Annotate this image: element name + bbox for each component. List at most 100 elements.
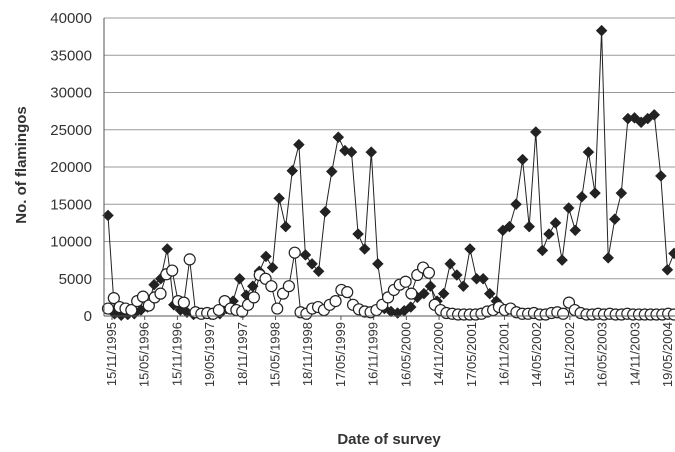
diamond-point xyxy=(371,257,384,270)
x-tick-label: 14/11/2003 xyxy=(627,322,642,386)
diamond-point xyxy=(279,220,292,233)
y-tick-label: 5000 xyxy=(59,271,92,288)
y-tick-label: 40000 xyxy=(50,10,92,27)
circle-point xyxy=(557,307,570,320)
diamond-point xyxy=(293,138,305,151)
diamond-point xyxy=(516,153,529,166)
circle-point xyxy=(399,275,412,288)
circle-point xyxy=(329,295,342,308)
circle-point xyxy=(136,290,150,303)
x-tick-label: 17/05/2001 xyxy=(464,322,479,387)
x-axis-title: Date of survey xyxy=(337,431,441,448)
diamond-point xyxy=(549,217,562,229)
diamond-point xyxy=(161,243,174,255)
circle-point xyxy=(154,287,167,300)
x-tick-label: 15/05/1998 xyxy=(268,322,283,387)
x-tick-label: 16/05/2003 xyxy=(595,322,610,387)
diamond-point xyxy=(510,198,522,211)
x-tick-label: 14/05/2002 xyxy=(529,322,544,387)
diamond-point xyxy=(556,254,568,266)
circle-point xyxy=(265,280,278,293)
diamond-point xyxy=(654,170,667,182)
diamond-point xyxy=(529,126,542,138)
y-tick-label: 15000 xyxy=(50,196,92,213)
x-tick-label: 19/05/1997 xyxy=(202,322,217,387)
diamond-point xyxy=(365,146,378,158)
circle-point xyxy=(142,299,155,312)
diamond-point xyxy=(536,244,549,257)
y-tick-label: 10000 xyxy=(50,234,92,251)
diamond-point xyxy=(404,301,417,313)
diamond-point xyxy=(503,220,516,233)
diamond-point xyxy=(306,257,318,270)
diamond-point xyxy=(523,220,536,233)
x-tick-label: 16/05/2000 xyxy=(398,322,413,387)
diamond-point xyxy=(319,205,332,218)
circle-point xyxy=(247,291,260,304)
y-tick-label: 0 xyxy=(84,308,92,325)
circle-point xyxy=(422,266,436,279)
diamond-point xyxy=(648,108,661,121)
diamond-point xyxy=(661,263,674,276)
y-tick-labels: 0 5000 10000 15000 20000 25000 30000 35000 40000 xyxy=(50,10,92,325)
circle-point xyxy=(177,296,190,309)
diamond-point xyxy=(299,249,312,261)
diamond-point xyxy=(325,165,338,178)
diamond-point xyxy=(562,202,575,214)
y-tick-label: 35000 xyxy=(50,47,92,64)
diamond-point xyxy=(477,272,489,285)
y-tick-label: 25000 xyxy=(50,122,92,139)
diamond-point xyxy=(582,146,595,158)
diamond-point xyxy=(260,250,272,263)
circle-point xyxy=(341,286,354,299)
diamond-point xyxy=(345,146,358,158)
diamond-point xyxy=(457,280,470,293)
diamond-point xyxy=(589,187,601,199)
circle-point xyxy=(183,253,196,266)
diamond-point xyxy=(450,269,463,281)
diamond-point xyxy=(273,192,285,205)
x-tick-label: 18/11/1997 xyxy=(235,322,250,386)
x-tick-label: 15/11/2002 xyxy=(562,322,577,386)
series-line-1 xyxy=(107,30,675,316)
diamond-point xyxy=(437,287,450,300)
x-tick-label: 17/05/1999 xyxy=(333,322,348,387)
circle-point xyxy=(282,280,295,293)
diamond-point xyxy=(569,224,582,237)
circle-point xyxy=(166,264,179,277)
diamond-point xyxy=(148,278,160,291)
diamond-point xyxy=(668,247,675,260)
diamond-point xyxy=(312,265,325,278)
y-tick-label: 20000 xyxy=(50,159,92,176)
x-tick-label: 16/11/1999 xyxy=(366,322,381,386)
x-tick-labels: 15/11/1995 15/05/1996 15/11/1996 19/05/1997… xyxy=(104,316,675,387)
diamond-point xyxy=(595,24,608,37)
circle-point xyxy=(101,302,115,315)
diamond-point xyxy=(352,228,364,240)
x-tick-label: 18/11/1998 xyxy=(300,322,315,386)
diamond-point xyxy=(608,213,621,226)
diamond-point xyxy=(483,287,496,300)
circle-point xyxy=(288,246,301,259)
circle-point xyxy=(405,287,418,300)
diamond-point xyxy=(444,257,457,270)
diamond-point xyxy=(418,287,430,300)
circle-point xyxy=(271,302,284,315)
gridlines xyxy=(104,17,675,317)
circle-point xyxy=(667,308,675,321)
x-tick-label: 15/11/1995 xyxy=(104,322,119,386)
diamond-point xyxy=(464,243,476,255)
diamond-point xyxy=(233,272,246,285)
y-tick-label: 30000 xyxy=(50,85,92,102)
x-tick-label: 15/05/1996 xyxy=(137,322,152,387)
diamond-point xyxy=(576,190,588,203)
diamond-point xyxy=(424,280,437,293)
x-tick-label: 19/05/2004 xyxy=(660,322,675,387)
diamond-point xyxy=(615,187,628,199)
y-axis-title: No. of flamingos xyxy=(13,106,30,224)
x-tick-label: 16/11/2001 xyxy=(496,322,511,386)
data-series xyxy=(101,24,675,322)
diamond-point xyxy=(266,261,279,274)
x-tick-label: 15/11/1996 xyxy=(169,322,184,386)
